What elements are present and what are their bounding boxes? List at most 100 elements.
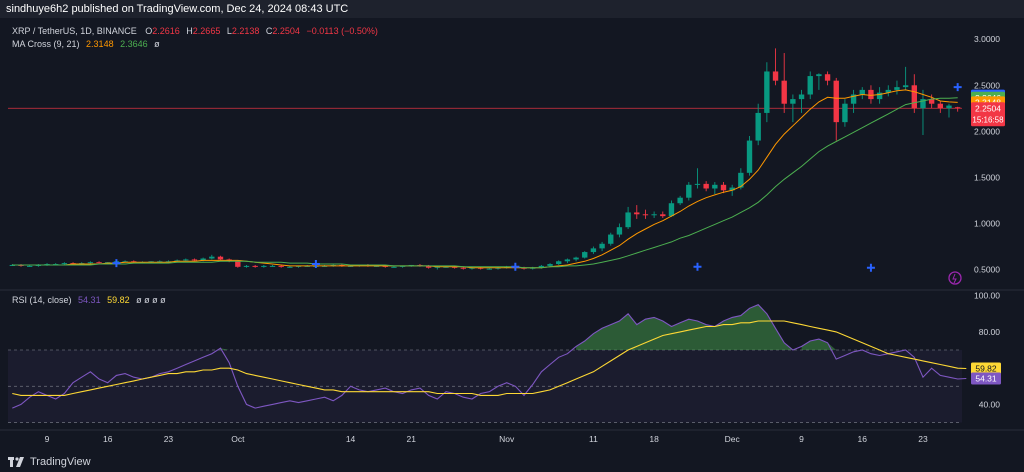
candle-body xyxy=(755,112,761,141)
time-tick-label: Nov xyxy=(499,434,515,444)
candle xyxy=(954,106,961,112)
candle xyxy=(634,205,640,219)
legend-change: −0.0113 (−0.50%) xyxy=(306,26,377,36)
candle-body xyxy=(668,203,675,217)
candle-body xyxy=(859,89,865,95)
candle xyxy=(564,258,571,264)
rsi-band-fill xyxy=(8,350,962,423)
legend-low-label: L xyxy=(227,26,232,36)
legend-rsi-ma-value: 59.82 xyxy=(107,295,130,305)
candle-body xyxy=(798,94,805,100)
ma-cross-marker xyxy=(311,260,320,269)
legend-close-value: 2.2504 xyxy=(272,26,300,36)
legend-low-value: 2.2138 xyxy=(232,26,260,36)
candle xyxy=(902,66,909,90)
candle-body xyxy=(781,80,787,104)
candle-body xyxy=(538,265,545,268)
candle-body xyxy=(556,261,562,265)
legend-high-value: 2.2665 xyxy=(193,26,221,36)
price-tick-label: 3.0000 xyxy=(974,34,1000,44)
candle-body xyxy=(261,265,267,267)
candle-body xyxy=(96,262,102,264)
candle-body xyxy=(625,212,631,228)
candle xyxy=(660,211,666,218)
last-price-badge xyxy=(971,102,1005,127)
publisher-text: sindhuye6h2 published on TradingView.com… xyxy=(6,3,349,15)
candle xyxy=(937,100,944,113)
candle-body xyxy=(599,243,605,249)
candle-body xyxy=(191,259,198,261)
candle-body xyxy=(894,87,900,90)
candle-body xyxy=(686,184,692,198)
candle xyxy=(608,232,614,246)
candle-body xyxy=(521,267,527,269)
candle-body xyxy=(616,227,623,235)
candle xyxy=(625,206,631,230)
price-axis[interactable]: 3.00002.50002.00001.50001.00000.50002.38… xyxy=(971,34,1005,275)
candle xyxy=(885,85,891,97)
candle-body xyxy=(460,267,467,269)
candle xyxy=(269,264,276,267)
price-grid xyxy=(0,107,1024,431)
legend-rsi[interactable]: RSI (14, close) 54.31 59.82 ø ø ø ø xyxy=(12,295,166,305)
publisher-header: sindhuye6h2 published on TradingView.com… xyxy=(0,0,1024,18)
time-tick-label: 16 xyxy=(103,434,113,444)
candle-body xyxy=(209,256,215,259)
candle-body xyxy=(764,71,770,113)
time-tick-label: Oct xyxy=(231,434,245,444)
candle-body xyxy=(243,265,250,267)
candle-body xyxy=(269,265,276,267)
rsi-overbought-fill xyxy=(220,304,837,350)
candle-body xyxy=(738,172,744,188)
candle xyxy=(547,263,553,267)
price-tick-label: 1.0000 xyxy=(974,219,1000,229)
candle-body xyxy=(954,107,961,109)
candle xyxy=(824,71,831,86)
candle-body xyxy=(824,74,831,81)
candle-body xyxy=(26,265,33,267)
legend-rsi-value: 54.31 xyxy=(78,295,101,305)
candle xyxy=(911,74,917,113)
candle-body xyxy=(287,266,293,268)
candle-body xyxy=(634,212,640,215)
legend-close-label: C xyxy=(266,26,273,36)
candle xyxy=(720,182,727,194)
candle-body xyxy=(902,85,909,88)
candle xyxy=(790,94,796,123)
rsi-pane xyxy=(8,304,967,423)
price-tick-label: 2.0000 xyxy=(974,126,1000,136)
candle xyxy=(556,260,562,265)
rsi-tick-label: 80.00 xyxy=(979,327,1001,337)
legend-ma-title: MA Cross (9, 21) xyxy=(12,39,80,49)
candle-body xyxy=(434,266,440,268)
candle xyxy=(651,211,657,218)
candle-body xyxy=(590,248,597,253)
legend-rsi-title: RSI (14, close) xyxy=(12,295,72,305)
footer-brand[interactable]: TradingView xyxy=(30,456,91,468)
candle xyxy=(746,135,753,176)
rsi-value-badge xyxy=(971,372,1001,385)
candle xyxy=(590,246,597,254)
time-axis[interactable]: 9 16 23 Oct 14 21 Nov 11 18 Dec 9 16 23 xyxy=(45,434,928,444)
candle-body xyxy=(885,89,891,93)
ma-cross-marker xyxy=(953,83,962,92)
candle xyxy=(772,48,779,86)
candle-body xyxy=(937,103,944,109)
candle-body xyxy=(451,266,458,268)
time-tick-label: 23 xyxy=(918,434,928,444)
candle-body xyxy=(200,258,206,261)
chart-canvas[interactable]: 3.00002.50002.00001.50001.00000.50002.38… xyxy=(0,18,1024,452)
rsi-ma-badge xyxy=(971,362,1001,375)
candle-body xyxy=(703,183,709,189)
candle-body xyxy=(660,214,666,217)
candle-body xyxy=(486,268,493,270)
candle-body xyxy=(729,187,735,191)
candle-body xyxy=(946,105,952,109)
legend-ma[interactable]: MA Cross (9, 21) 2.3148 2.3646 ø xyxy=(12,39,160,49)
alert-clock-icon[interactable] xyxy=(948,271,962,285)
legend-open-value: 2.2616 xyxy=(152,26,180,36)
candle-body xyxy=(790,99,796,104)
candle-body xyxy=(642,214,649,216)
candle-body xyxy=(530,267,536,269)
